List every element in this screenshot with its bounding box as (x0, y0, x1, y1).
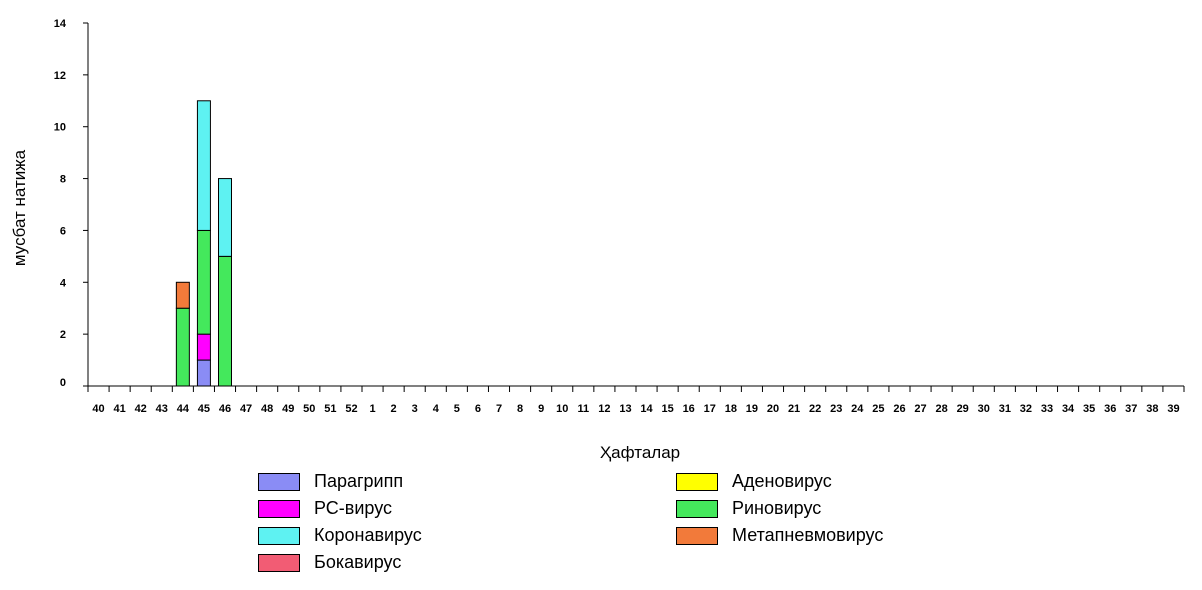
x-tick-label: 9 (538, 403, 544, 415)
x-tick-label: 48 (261, 403, 273, 415)
x-tick-label: 39 (1167, 403, 1179, 415)
x-tick-label: 52 (345, 403, 357, 415)
x-tick-label: 14 (640, 403, 653, 415)
x-tick-label: 36 (1104, 403, 1116, 415)
x-tick-label: 24 (851, 403, 864, 415)
x-tick-label: 10 (556, 403, 568, 415)
x-tick-label: 45 (198, 403, 210, 415)
bar-segment-44 (175, 281, 190, 309)
x-tick-label: 6 (475, 403, 481, 415)
x-tick-label: 43 (156, 403, 168, 415)
x-tick-label: 20 (767, 403, 779, 415)
x-tick-label: 26 (893, 403, 905, 415)
x-tick-label: 51 (324, 403, 336, 415)
x-tick-label: 38 (1146, 403, 1158, 415)
x-tick-label: 49 (282, 403, 294, 415)
y-tick-label: 10 (54, 122, 66, 134)
x-tick-label: 17 (704, 403, 716, 415)
x-tick-label: 34 (1062, 403, 1075, 415)
x-tick-label: 35 (1083, 403, 1095, 415)
x-tick-label: 3 (412, 403, 418, 415)
x-tick-label: 12 (598, 403, 610, 415)
y-ticks-group: 0 2 4 6 8 10 12 14 (54, 18, 88, 389)
y-tick-label: 2 (60, 329, 66, 341)
bar-segment-44 (175, 307, 190, 387)
x-tick-label: 28 (935, 403, 947, 415)
x-tick-label: 22 (809, 403, 821, 415)
y-tick-label: 6 (60, 225, 66, 237)
x-tick-label: 8 (517, 403, 523, 415)
x-tick-label: 32 (1020, 403, 1032, 415)
x-axis-title: Ҳафталар (600, 443, 680, 462)
x-tick-label: 30 (978, 403, 990, 415)
y-tick-label: 0 (60, 377, 66, 389)
x-tick-label: 21 (788, 403, 800, 415)
x-tick-label: 27 (914, 403, 926, 415)
y-tick-label: 4 (60, 277, 67, 289)
x-tick-label: 31 (999, 403, 1011, 415)
x-tick-label: 47 (240, 403, 252, 415)
x-tick-label: 4 (433, 403, 440, 415)
x-tick-label: 19 (746, 403, 758, 415)
x-tick-label: 7 (496, 403, 502, 415)
x-tick-label: 11 (577, 403, 589, 415)
bar-segment-45 (196, 100, 211, 231)
y-tick-label: 12 (54, 70, 66, 82)
bar-segment-45 (196, 229, 211, 335)
bar-segment-46 (218, 178, 232, 257)
bar-segment-45 (196, 333, 211, 361)
x-tick-label: 5 (454, 403, 460, 415)
bar-segment-45 (196, 359, 211, 387)
x-tick-label: 29 (957, 403, 969, 415)
x-tick-label: 33 (1041, 403, 1053, 415)
x-tick-label: 18 (725, 403, 737, 415)
x-tick-label: 1 (369, 403, 375, 415)
x-tick-label: 44 (177, 403, 190, 415)
x-tick-label: 25 (872, 403, 884, 415)
bars-group (175, 100, 232, 387)
x-tick-label: 50 (303, 403, 315, 415)
y-axis-title: мусбат натижа (10, 149, 29, 266)
x-tick-label: 40 (92, 403, 104, 415)
y-tick-label: 8 (60, 174, 66, 186)
x-tick-label: 42 (135, 403, 147, 415)
bar-segment-46 (218, 255, 232, 387)
x-tick-label: 23 (830, 403, 842, 415)
x-tick-label: 16 (683, 403, 695, 415)
x-tick-label: 46 (219, 403, 231, 415)
x-tick-label: 15 (661, 403, 673, 415)
x-tick-label: 41 (113, 403, 125, 415)
y-tick-label: 14 (54, 18, 67, 30)
x-tick-label: 13 (619, 403, 631, 415)
x-ticks-group: 40 41 42 43 44 45 46 47 48 49 50 51 52 1 2 3 4 5 6 7 8 9 10 11 1… (87, 386, 1185, 415)
axes-group (87, 23, 1184, 387)
x-tick-label: 37 (1125, 403, 1137, 415)
x-tick-label: 2 (391, 403, 397, 415)
